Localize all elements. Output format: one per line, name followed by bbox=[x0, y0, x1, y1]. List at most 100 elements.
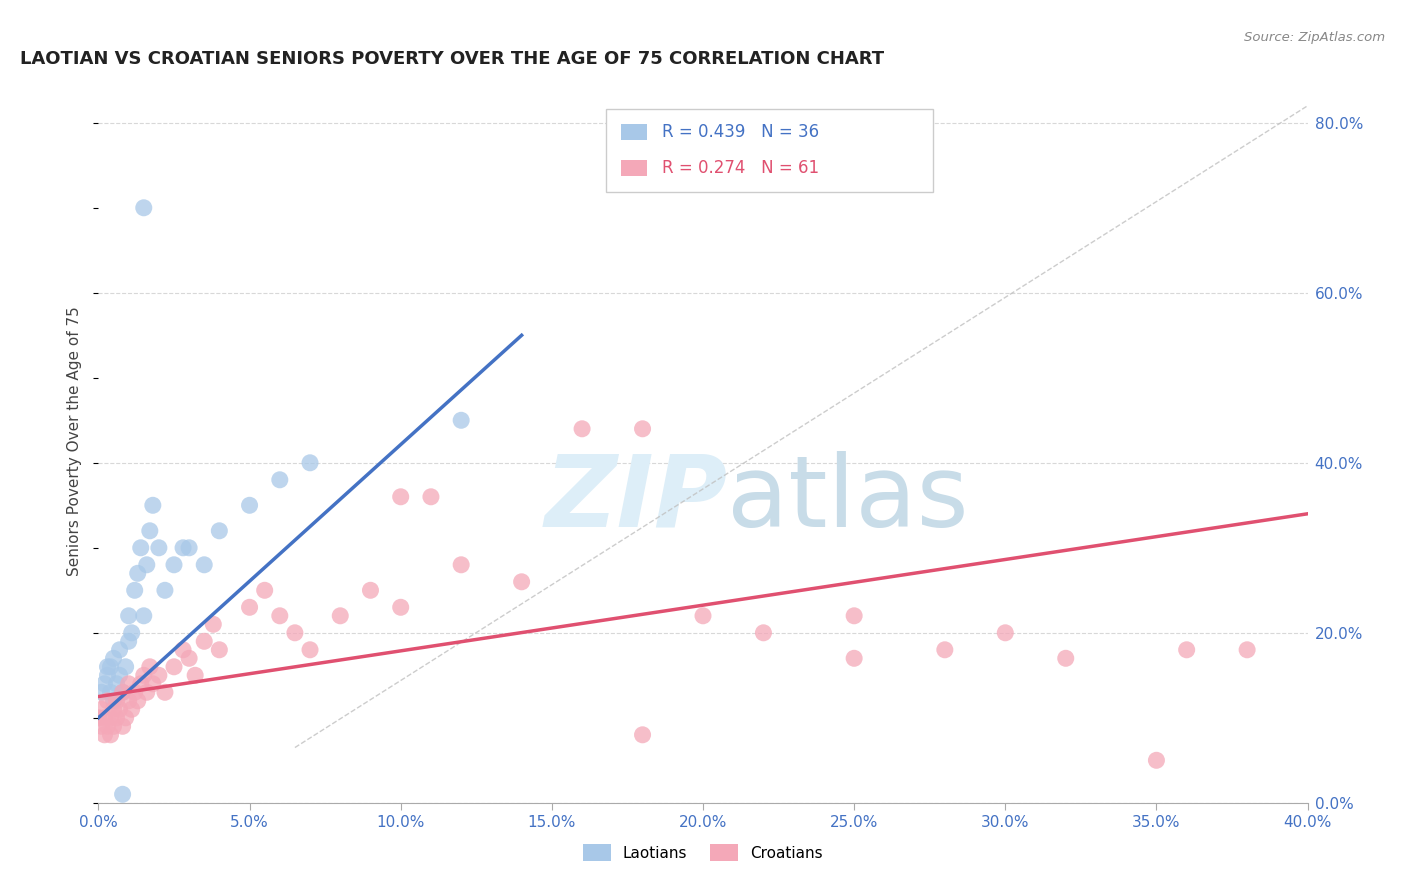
Point bbox=[111, 787, 134, 801]
Point bbox=[179, 541, 201, 555]
Point bbox=[96, 660, 118, 674]
Point bbox=[148, 668, 170, 682]
Point bbox=[450, 558, 472, 572]
FancyBboxPatch shape bbox=[621, 124, 647, 140]
Point bbox=[269, 473, 291, 487]
Point bbox=[139, 524, 162, 538]
Point bbox=[239, 498, 262, 512]
Point bbox=[129, 677, 152, 691]
Point bbox=[193, 558, 215, 572]
Point bbox=[163, 558, 186, 572]
Point bbox=[100, 660, 122, 674]
Point bbox=[172, 642, 194, 657]
Point bbox=[111, 719, 134, 733]
Point bbox=[100, 685, 122, 699]
Point bbox=[105, 677, 128, 691]
Point bbox=[100, 728, 122, 742]
Point bbox=[118, 677, 141, 691]
Point bbox=[135, 685, 157, 699]
Text: R = 0.274   N = 61: R = 0.274 N = 61 bbox=[662, 160, 820, 178]
Point bbox=[118, 608, 141, 623]
Point bbox=[1144, 753, 1167, 767]
Point bbox=[142, 677, 165, 691]
Legend: Laotians, Croatians: Laotians, Croatians bbox=[576, 838, 830, 867]
Point bbox=[284, 625, 307, 640]
Point bbox=[844, 608, 866, 623]
Point bbox=[389, 490, 412, 504]
Point bbox=[111, 685, 134, 699]
Point bbox=[90, 685, 112, 699]
Point bbox=[93, 711, 115, 725]
Point bbox=[93, 677, 115, 691]
Point bbox=[114, 660, 136, 674]
Point bbox=[329, 608, 352, 623]
Point bbox=[103, 651, 125, 665]
Point bbox=[510, 574, 533, 589]
Point bbox=[135, 558, 157, 572]
Point bbox=[148, 541, 170, 555]
Point bbox=[844, 651, 866, 665]
Point bbox=[253, 583, 276, 598]
Point bbox=[132, 668, 155, 682]
Text: Source: ZipAtlas.com: Source: ZipAtlas.com bbox=[1244, 31, 1385, 45]
Point bbox=[103, 702, 125, 716]
Point bbox=[1236, 642, 1258, 657]
Point bbox=[103, 719, 125, 733]
Text: LAOTIAN VS CROATIAN SENIORS POVERTY OVER THE AGE OF 75 CORRELATION CHART: LAOTIAN VS CROATIAN SENIORS POVERTY OVER… bbox=[20, 50, 884, 68]
Point bbox=[994, 625, 1017, 640]
Point bbox=[108, 702, 131, 716]
Point bbox=[142, 498, 165, 512]
Point bbox=[105, 694, 128, 708]
Point bbox=[121, 625, 143, 640]
Point bbox=[90, 702, 112, 716]
Point bbox=[631, 728, 654, 742]
Point bbox=[118, 634, 141, 648]
Point bbox=[93, 728, 115, 742]
Point bbox=[1054, 651, 1077, 665]
Point bbox=[129, 541, 152, 555]
Point bbox=[193, 634, 215, 648]
Point bbox=[208, 642, 231, 657]
Point bbox=[127, 566, 149, 581]
Point bbox=[96, 719, 118, 733]
Point bbox=[96, 694, 118, 708]
Point bbox=[299, 642, 322, 657]
Point bbox=[100, 711, 122, 725]
Text: ZIP: ZIP bbox=[544, 450, 727, 548]
Point bbox=[153, 685, 176, 699]
Point bbox=[389, 600, 412, 615]
Point bbox=[752, 625, 775, 640]
Point bbox=[934, 642, 956, 657]
FancyBboxPatch shape bbox=[606, 109, 932, 193]
Point bbox=[1175, 642, 1198, 657]
FancyBboxPatch shape bbox=[621, 161, 647, 177]
Point bbox=[692, 608, 714, 623]
Point bbox=[103, 694, 125, 708]
Point bbox=[420, 490, 443, 504]
Point bbox=[87, 711, 110, 725]
Point bbox=[114, 711, 136, 725]
Point bbox=[631, 422, 654, 436]
Point bbox=[132, 608, 155, 623]
Point bbox=[108, 668, 131, 682]
Point bbox=[118, 694, 141, 708]
Point bbox=[450, 413, 472, 427]
Point bbox=[239, 600, 262, 615]
Y-axis label: Seniors Poverty Over the Age of 75: Seniors Poverty Over the Age of 75 bbox=[67, 307, 83, 576]
Point bbox=[105, 711, 128, 725]
Point bbox=[132, 201, 155, 215]
Point bbox=[124, 685, 146, 699]
Point bbox=[269, 608, 291, 623]
Point bbox=[139, 660, 162, 674]
Point bbox=[127, 694, 149, 708]
Point bbox=[111, 685, 134, 699]
Text: R = 0.439   N = 36: R = 0.439 N = 36 bbox=[662, 123, 820, 141]
Point bbox=[208, 524, 231, 538]
Text: atlas: atlas bbox=[727, 450, 969, 548]
Point bbox=[108, 642, 131, 657]
Point bbox=[124, 583, 146, 598]
Point bbox=[202, 617, 225, 632]
Point bbox=[179, 651, 201, 665]
Point bbox=[153, 583, 176, 598]
Point bbox=[360, 583, 382, 598]
